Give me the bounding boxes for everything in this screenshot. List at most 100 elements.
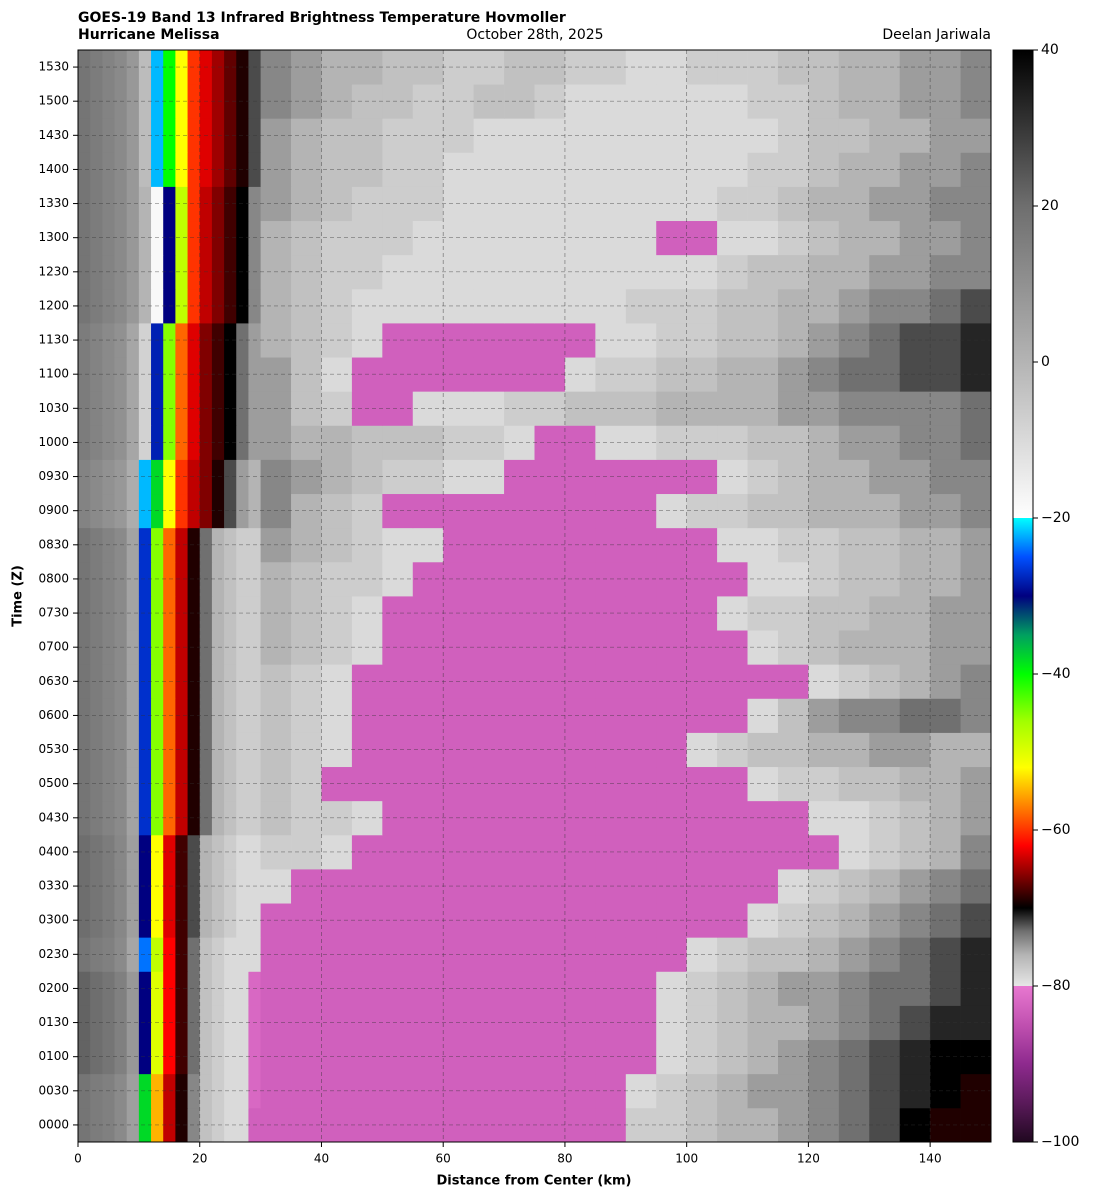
y-tick-label: 0500 — [38, 776, 69, 790]
heatmap-cell — [78, 1073, 91, 1109]
heatmap-cell — [138, 254, 152, 290]
heatmap-cell — [90, 869, 103, 904]
heatmap-cell — [138, 50, 152, 85]
y-tick-label: 1400 — [38, 162, 69, 176]
colorbar-tick-label: −80 — [1041, 978, 1071, 994]
heatmap-cell — [126, 766, 140, 802]
heatmap-cell — [175, 425, 188, 460]
heatmap-cell — [78, 254, 91, 290]
heatmap-cell — [78, 186, 91, 222]
heatmap-cell — [138, 220, 152, 256]
y-tick-label: 0100 — [38, 1049, 69, 1063]
heatmap-cell — [78, 869, 91, 904]
heatmap-cell — [224, 50, 237, 85]
heatmap-cell — [224, 630, 237, 665]
heatmap-cell — [126, 971, 140, 1006]
y-tick-label: 0800 — [38, 571, 69, 585]
heatmap-cell — [175, 766, 188, 802]
y-tick-label: 1530 — [38, 60, 69, 74]
heatmap-cell — [138, 630, 152, 665]
heatmap-cell — [224, 323, 237, 358]
heatmap-cell — [224, 288, 237, 324]
heatmap-cell — [175, 664, 188, 699]
heatmap-cell — [78, 118, 91, 153]
heatmap-cell — [138, 800, 152, 836]
heatmap-cell — [175, 1005, 188, 1041]
heatmap-cell — [78, 152, 91, 187]
heatmap-cell — [90, 323, 103, 358]
heatmap-cell — [224, 527, 237, 563]
heatmap-cell — [90, 493, 103, 529]
heatmap-cell — [78, 1039, 91, 1075]
heatmap-cell — [224, 1073, 237, 1109]
heatmap-cell — [126, 220, 140, 256]
chart-subtitle: Hurricane Melissa — [78, 27, 220, 43]
heatmap-cell — [126, 698, 140, 733]
heatmap-cell — [90, 596, 103, 631]
heatmap-cell — [78, 50, 91, 85]
heatmap-cell — [126, 254, 140, 290]
heatmap-cell — [126, 84, 140, 119]
heatmap-cell — [224, 254, 237, 290]
plot-frame — [77, 49, 992, 1143]
heatmap-cell — [78, 732, 91, 768]
heatmap-cell — [78, 1005, 91, 1041]
heatmap-cell — [126, 800, 140, 836]
x-tick-label: 40 — [314, 1152, 329, 1166]
heatmap-cell — [90, 254, 103, 290]
colorbar-tick-label: 0 — [1041, 354, 1050, 370]
heatmap-cell — [175, 323, 188, 358]
heatmap-cell — [224, 596, 237, 631]
heatmap-cell — [224, 1107, 237, 1143]
y-tick-label: 0230 — [38, 947, 69, 961]
heatmap-cell — [138, 527, 152, 563]
heatmap-cell — [126, 1005, 140, 1041]
heatmap-cell — [175, 1107, 188, 1143]
heatmap-cell — [90, 459, 103, 495]
heatmap-cell — [138, 186, 152, 222]
y-tick-label: 1330 — [38, 196, 69, 210]
heatmap-cell — [90, 1107, 103, 1143]
heatmap-cell — [90, 664, 103, 699]
heatmap-cell — [78, 493, 91, 529]
y-tick-label: 0330 — [38, 879, 69, 893]
heatmap-cell — [90, 971, 103, 1006]
heatmap-cell — [224, 220, 237, 256]
heatmap-cell — [224, 493, 237, 529]
heatmap-cell — [175, 459, 188, 495]
heatmap-cell — [224, 391, 237, 426]
heatmap-cell — [78, 288, 91, 324]
y-tick-label: 1030 — [38, 401, 69, 415]
x-tick-label: 0 — [74, 1152, 82, 1166]
colorbar-tick-label: −60 — [1041, 822, 1071, 838]
heatmap-cell — [78, 459, 91, 495]
heatmap-cell — [78, 391, 91, 426]
heatmap-cell — [126, 152, 140, 187]
heatmap-cell — [224, 1005, 237, 1041]
y-tick-label: 0400 — [38, 844, 69, 858]
heatmap-cell — [78, 357, 91, 392]
heatmap-cell — [78, 630, 91, 665]
heatmap-cell — [175, 50, 188, 85]
heatmap-cell — [78, 527, 91, 563]
heatmap-cell — [126, 664, 140, 699]
heatmap-cell — [138, 834, 152, 870]
heatmap-cell — [175, 288, 188, 324]
heatmap-cell — [175, 561, 188, 597]
heatmap-cell — [126, 527, 140, 563]
heatmap-cell — [224, 459, 237, 495]
heatmap-cell — [126, 630, 140, 665]
heatmap-cell — [126, 288, 140, 324]
heatmap-cell — [90, 220, 103, 256]
y-tick-label: 0200 — [38, 981, 69, 995]
heatmap-cell — [138, 493, 152, 529]
heatmap-cell — [90, 698, 103, 733]
heatmap-cell — [175, 903, 188, 938]
x-tick-label: 140 — [919, 1152, 942, 1166]
y-tick-label: 1500 — [38, 94, 69, 108]
heatmap-cell — [224, 118, 237, 153]
heatmap-cell — [78, 903, 91, 938]
heatmap-cell — [126, 1073, 140, 1109]
heatmap-cell — [90, 766, 103, 802]
heatmap-cell — [224, 698, 237, 733]
